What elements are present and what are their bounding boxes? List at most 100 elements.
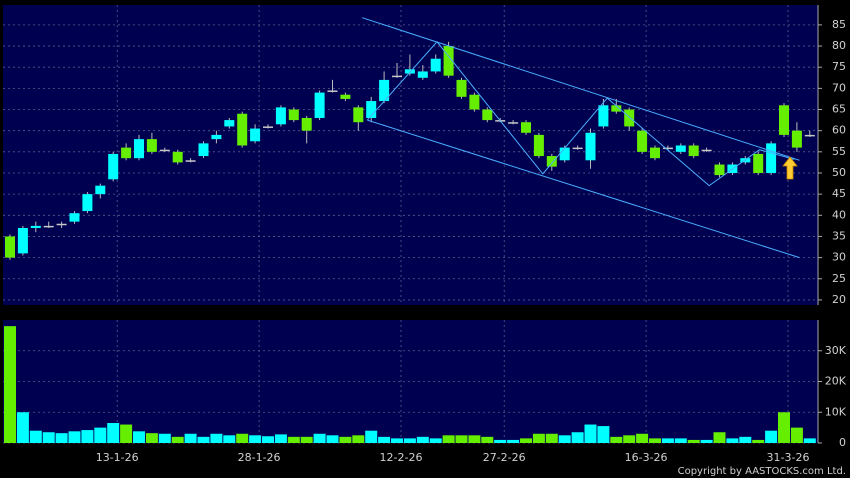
volume-bar	[726, 438, 739, 443]
candle-body	[572, 147, 583, 150]
candle-body	[108, 153, 119, 180]
volume-bar	[107, 423, 120, 443]
volume-bar	[752, 439, 765, 443]
volume-bar	[313, 433, 326, 443]
volume-bar	[120, 424, 133, 443]
y-tick-label: 30	[832, 251, 846, 264]
volume-bar	[274, 434, 287, 443]
volume-bar	[249, 435, 262, 443]
volume-bar	[481, 436, 494, 443]
volume-bar	[803, 438, 816, 443]
candle-body	[533, 134, 544, 157]
candle-body	[791, 130, 802, 148]
candle-body	[185, 160, 196, 162]
volume-bar	[42, 432, 55, 443]
candle-body	[650, 147, 660, 159]
candle-body	[779, 105, 789, 135]
candle-body	[301, 117, 312, 131]
candle-body	[417, 71, 428, 78]
volume-bar	[623, 435, 636, 443]
volume-bar	[223, 435, 236, 443]
volume-bar	[571, 432, 584, 443]
candle-body	[637, 130, 648, 152]
candle-body	[766, 143, 777, 173]
volume-bar	[584, 424, 597, 443]
x-tick-label: 31-3-26	[767, 451, 810, 464]
candle-body	[379, 79, 390, 102]
candle-body	[56, 223, 67, 226]
copyright: Copyright by AASTOCKS.com Ltd.	[678, 466, 846, 477]
candle-body	[121, 147, 132, 159]
candle-body	[95, 185, 106, 195]
volume-bar	[378, 436, 391, 443]
volume-bar	[507, 439, 520, 443]
candle-body	[598, 105, 609, 127]
candle-body	[662, 147, 673, 150]
candle-body	[456, 79, 467, 97]
volume-bar	[636, 433, 649, 443]
y-tick-label: 80	[832, 39, 846, 52]
volume-bar	[455, 435, 468, 443]
candle-body	[5, 236, 15, 258]
candle-body	[675, 145, 686, 152]
candle-body	[250, 128, 261, 142]
volume-bar	[262, 436, 274, 443]
trend-line	[367, 119, 800, 259]
x-tick-label: 27-2-26	[483, 451, 526, 464]
y-tick-label: 20	[832, 293, 846, 306]
candle-body	[688, 145, 699, 157]
volume-bar	[210, 433, 223, 443]
candle-body	[443, 46, 454, 76]
candle-body	[314, 92, 325, 118]
volume-bar	[649, 438, 661, 443]
candle-body	[714, 164, 725, 176]
volume-bar	[429, 438, 442, 443]
candle-body	[508, 122, 519, 124]
volume-bar	[403, 438, 416, 443]
volume-bar	[610, 436, 623, 443]
candle-body	[804, 134, 815, 137]
volume-bar	[352, 435, 365, 443]
candle-body	[224, 120, 235, 127]
volume-bar	[687, 439, 700, 443]
candle-body	[469, 94, 480, 110]
volume-bar	[674, 438, 687, 443]
candle-body	[17, 227, 28, 254]
volume-bar	[197, 436, 210, 443]
candle-body	[30, 225, 41, 228]
y-tick-label: 50	[832, 166, 846, 179]
volume-bar	[300, 436, 313, 443]
volume-bar	[326, 435, 339, 443]
candle-body	[353, 107, 364, 123]
trend-line	[362, 17, 800, 161]
candle-body	[43, 225, 54, 228]
y-tick-label: 25	[832, 272, 846, 285]
y-tick-label: 0	[839, 436, 846, 449]
volume-bar	[145, 433, 158, 443]
y-tick-label: 40	[832, 208, 846, 221]
candle-body	[482, 109, 493, 121]
volume-bar	[739, 436, 752, 443]
volume-bar	[442, 435, 455, 443]
volume-bar	[661, 438, 674, 443]
volume-bar	[16, 412, 29, 443]
candle-body	[404, 69, 415, 74]
y-tick-label: 85	[832, 18, 846, 31]
volume-bar	[94, 427, 107, 443]
candle-body	[211, 134, 222, 140]
volume-bar	[545, 433, 558, 443]
candle-body	[159, 149, 170, 152]
candle-body	[546, 156, 557, 167]
candle-body	[327, 90, 338, 92]
x-tick-label: 13-1-26	[96, 451, 139, 464]
x-tick-label: 12-2-26	[380, 451, 423, 464]
volume-bar	[494, 439, 507, 443]
x-tick-label: 16-3-26	[625, 451, 668, 464]
candle-body	[559, 147, 570, 161]
volume-bar	[700, 439, 713, 443]
y-tick-label: 65	[832, 103, 846, 116]
y-tick-label: 70	[832, 81, 846, 94]
volume-bar	[416, 436, 429, 443]
candle-body	[340, 94, 351, 99]
